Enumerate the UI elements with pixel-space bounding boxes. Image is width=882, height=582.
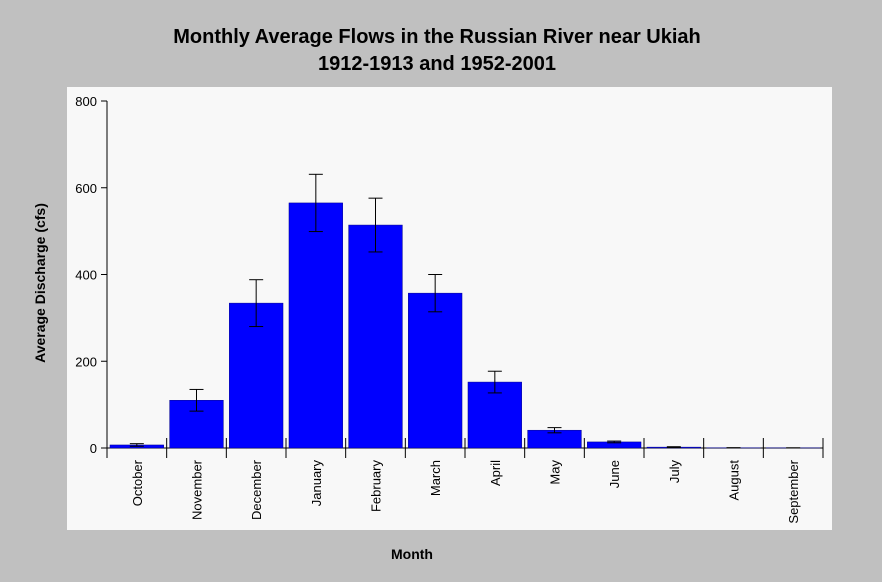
error-bar: [189, 388, 204, 412]
error-bar: [547, 427, 562, 434]
error-bar: [487, 370, 502, 394]
x-tick-label: November: [190, 459, 205, 520]
bar: [408, 292, 463, 449]
y-tick-label: 600: [75, 181, 97, 196]
bar: [288, 202, 343, 449]
x-tick-label: January: [309, 460, 324, 507]
error-bar: [428, 274, 443, 313]
x-tick-label: February: [369, 460, 384, 513]
chart-title: Monthly Average Flows in the Russian Riv…: [173, 26, 701, 48]
x-tick-label: June: [607, 460, 622, 488]
chart-subtitle: 1912-1913 and 1952-2001: [318, 53, 556, 75]
x-tick-label: July: [667, 460, 682, 484]
bar: [348, 224, 403, 449]
y-axis-label: Average Discharge (cfs): [32, 203, 48, 363]
y-tick-label: 400: [75, 268, 97, 283]
error-bar: [308, 173, 323, 233]
x-tick-label: August: [727, 460, 742, 501]
bar: [229, 302, 284, 449]
x-tick-label: March: [428, 460, 443, 496]
y-tick-label: 200: [75, 354, 97, 369]
error-bar: [607, 440, 622, 444]
error-bar: [129, 443, 144, 447]
error-bar: [249, 279, 264, 328]
x-tick-label: October: [130, 459, 145, 506]
error-bar: [666, 446, 681, 449]
error-bar: [368, 197, 383, 253]
x-tick-label: April: [488, 460, 503, 486]
y-tick-label: 0: [90, 441, 97, 456]
x-axis-label: Month: [391, 546, 433, 562]
x-tick-label: May: [548, 460, 563, 485]
y-tick-label: 800: [75, 94, 97, 109]
x-tick-label: September: [786, 459, 801, 523]
x-tick-label: December: [249, 459, 264, 520]
